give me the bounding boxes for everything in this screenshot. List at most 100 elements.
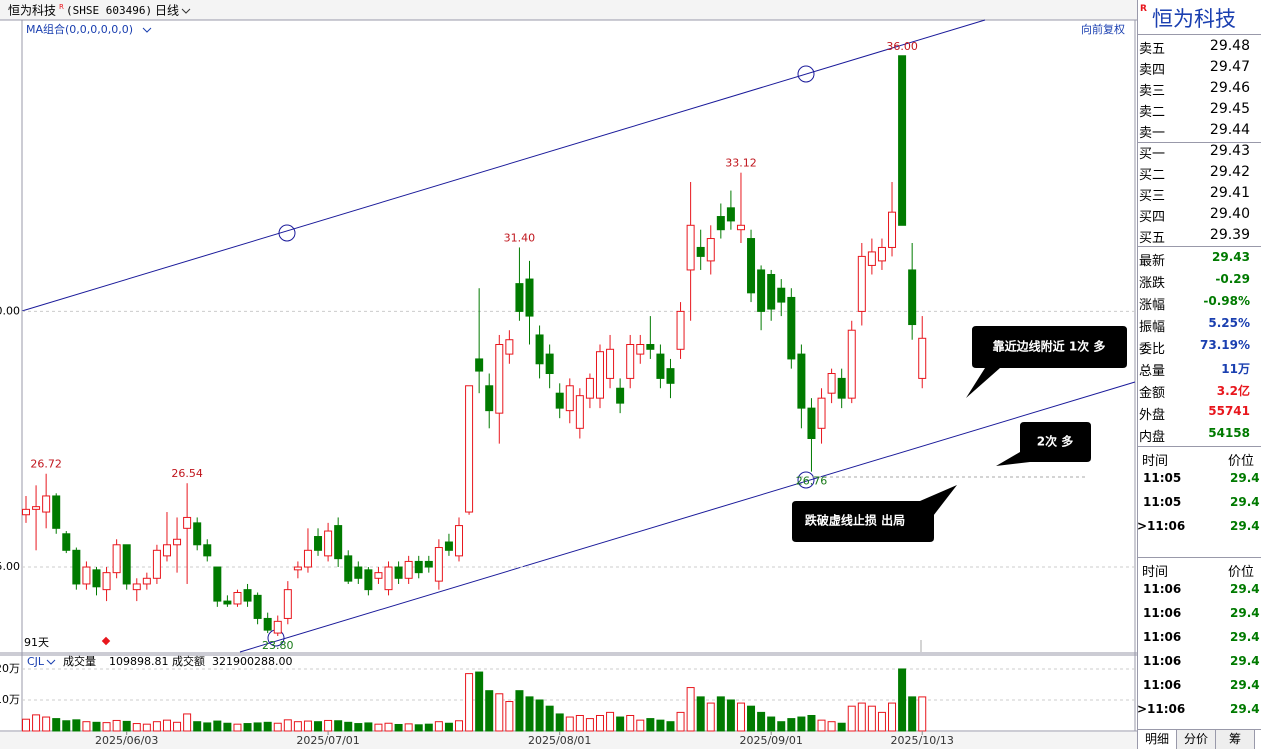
book-price: 29.44 xyxy=(1209,122,1250,138)
volume-bar xyxy=(777,721,786,732)
handle xyxy=(278,224,296,242)
volume-bar xyxy=(696,696,705,732)
vol-indicator[interactable]: CJL xyxy=(27,655,45,668)
volume-bar xyxy=(475,671,484,732)
separator xyxy=(1138,34,1261,35)
tab[interactable]: 筹 xyxy=(1216,730,1255,749)
book-price: 29.43 xyxy=(1209,143,1250,159)
book-label: 卖三 xyxy=(1139,84,1166,99)
candle-body xyxy=(857,255,866,312)
candle-body xyxy=(314,536,323,551)
volume-bar xyxy=(384,722,393,732)
candle-body xyxy=(918,337,927,379)
channel-line xyxy=(21,19,986,312)
candle-body xyxy=(525,278,534,317)
dropdown-icon[interactable] xyxy=(46,659,56,665)
callout-text: 跌破虚线止损 出局 xyxy=(805,513,905,528)
tick-price: 29.4 xyxy=(1230,630,1260,644)
volume-bar xyxy=(364,722,373,732)
candle-body xyxy=(827,373,836,394)
volume-bar xyxy=(676,711,685,732)
volume-bar xyxy=(867,705,876,732)
quote-name: 恒为科技 xyxy=(1152,7,1236,31)
volume-bar xyxy=(22,718,30,732)
tick-price: 29.4 xyxy=(1230,702,1260,716)
stat-value: 29.43 xyxy=(1212,250,1250,264)
candle-body xyxy=(535,334,544,365)
volume-bar xyxy=(303,720,312,732)
tab[interactable]: 明细 xyxy=(1138,730,1177,749)
tick-time: 11:06 xyxy=(1143,654,1182,668)
volume-bar xyxy=(203,722,212,732)
volume-bar xyxy=(706,702,715,732)
stat-value: 54158 xyxy=(1208,426,1250,440)
period[interactable]: 日线 xyxy=(155,4,179,18)
volume-bar xyxy=(797,716,806,732)
tick-header: 时间 xyxy=(1142,454,1169,469)
price-label: 26.76 xyxy=(796,475,828,488)
candle-body xyxy=(726,207,735,222)
candle-body xyxy=(223,600,232,605)
candle-body xyxy=(354,566,363,579)
y2-tick-label: 10万 xyxy=(0,693,20,706)
candle-body xyxy=(465,385,474,513)
volume-bar xyxy=(253,722,262,732)
dropdown-icon[interactable] xyxy=(142,27,152,33)
candle-body xyxy=(585,377,594,399)
candle-body xyxy=(455,525,464,557)
tab[interactable]: 分价 xyxy=(1177,730,1216,749)
volume-bar xyxy=(42,716,51,732)
volume-bar xyxy=(807,714,816,732)
volume-bar xyxy=(636,719,645,732)
volume-bar xyxy=(485,690,494,732)
callouts: 靠近边线附近 1次 多 2次 多 跌破虚线止损 出局 xyxy=(792,326,1127,542)
candle-body xyxy=(616,387,625,404)
volume-bar xyxy=(787,718,796,732)
handle xyxy=(797,471,815,489)
tick-price: 29.4 xyxy=(1230,654,1260,668)
volume-bar xyxy=(112,719,121,732)
volume-bar xyxy=(424,723,433,732)
tick-time: >11:06 xyxy=(1137,519,1186,533)
candle-body xyxy=(364,569,373,591)
y2-tick-label: 20万 xyxy=(0,662,20,675)
marker xyxy=(101,636,111,646)
ma-label[interactable]: MA组合(0,0,0,0,0,0) xyxy=(26,22,133,36)
volume-bar xyxy=(535,699,544,732)
candle-body xyxy=(404,560,413,579)
candle-body xyxy=(555,392,564,409)
adjust-label[interactable]: 向前复权 xyxy=(1081,22,1125,36)
candle-body xyxy=(867,251,876,266)
volume-bar xyxy=(626,714,635,732)
book-price: 29.42 xyxy=(1209,164,1250,180)
tick-time: 11:06 xyxy=(1143,630,1182,644)
badge: R xyxy=(59,3,64,11)
candle-body xyxy=(394,566,403,579)
candle-body xyxy=(112,544,121,574)
volume-bar xyxy=(62,720,71,732)
callout-box xyxy=(996,422,1091,466)
volume-bar xyxy=(555,713,564,732)
volume-bar xyxy=(465,673,474,732)
volume-bar xyxy=(606,711,615,732)
candle-body xyxy=(42,495,51,513)
candle-body xyxy=(122,544,131,585)
tick-header: 价位 xyxy=(1228,565,1255,580)
volume-bar xyxy=(273,722,282,732)
book-label: 卖一 xyxy=(1139,126,1166,141)
x-tick-label: 2025/06/03 xyxy=(95,734,158,747)
candle-body xyxy=(213,566,222,602)
book-label: 买四 xyxy=(1139,210,1166,225)
volume-bar xyxy=(877,711,886,732)
separator xyxy=(1138,729,1261,730)
candle-body xyxy=(575,395,584,429)
stat-value: 3.2亿 xyxy=(1216,384,1250,398)
volume-bar xyxy=(455,720,464,732)
dropdown-icon[interactable] xyxy=(181,8,191,14)
volume-bar xyxy=(837,722,846,732)
candle-body xyxy=(152,549,161,579)
book-price: 29.41 xyxy=(1209,185,1250,201)
volume-bar xyxy=(525,696,534,732)
candle-body xyxy=(263,617,272,631)
